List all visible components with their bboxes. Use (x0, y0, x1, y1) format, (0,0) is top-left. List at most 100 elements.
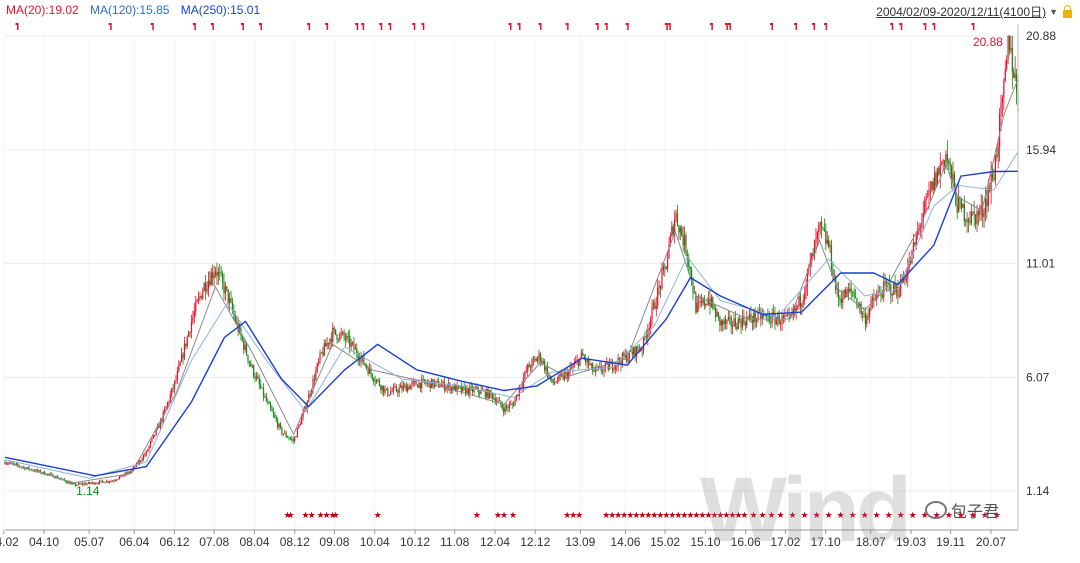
candle-body (685, 234, 687, 254)
candle-body (262, 387, 265, 397)
candle-body (973, 211, 975, 215)
candle-body (614, 365, 616, 370)
candle-body (635, 346, 638, 357)
candle-body (144, 454, 146, 456)
candle-body (131, 469, 133, 472)
candle-body (777, 314, 779, 320)
candle-body (429, 381, 431, 389)
candle-body (397, 390, 399, 393)
candle-body (36, 469, 39, 472)
candle-body (912, 242, 915, 251)
candle-body (784, 315, 786, 318)
candle-body (1007, 35, 1009, 60)
lock-icon[interactable] (1063, 4, 1072, 18)
candle-body (986, 199, 988, 207)
candle-body (479, 392, 481, 394)
candle-body (156, 425, 159, 430)
candle-body (14, 463, 16, 465)
candle-body (322, 352, 324, 356)
candle-body (158, 425, 160, 428)
candle-body (980, 205, 982, 212)
candle-body (775, 319, 777, 325)
candle-body (409, 385, 412, 390)
signal-star: ★ (698, 510, 706, 520)
candle-body (628, 350, 631, 359)
candle-body (569, 367, 571, 372)
legend-ma20: MA(20):19.02 (6, 3, 79, 17)
candle-body (272, 411, 275, 415)
candle-body (706, 304, 708, 305)
candle-body (602, 370, 604, 372)
candle-body (185, 343, 187, 347)
candle-body (220, 272, 222, 274)
candle-body (883, 281, 885, 298)
candle-body (416, 384, 419, 388)
candle-body (199, 295, 201, 298)
candle-body (508, 404, 510, 409)
candle-body (356, 348, 358, 355)
signal-marker (361, 23, 365, 30)
candle-body (374, 381, 376, 383)
candle-body (180, 353, 183, 362)
candle-body (675, 212, 677, 220)
candle-body (819, 221, 821, 226)
candle-body (525, 371, 527, 373)
candle-body (51, 473, 53, 475)
candle-body (634, 347, 636, 357)
candle-body (236, 321, 238, 323)
candle-body (66, 482, 68, 484)
signal-marker (724, 23, 728, 30)
candle-body (587, 359, 590, 365)
signal-star: ★ (957, 510, 965, 520)
candle-body (118, 476, 121, 479)
candle-body (107, 480, 109, 483)
candle-body (274, 414, 276, 418)
candle-body (717, 312, 720, 316)
candle-body (315, 370, 317, 381)
signal-star: ★ (692, 510, 700, 520)
candle-body (613, 369, 615, 371)
candle-body (301, 417, 303, 425)
signal-marker (923, 23, 927, 30)
signal-marker (812, 23, 816, 30)
signal-marker (971, 23, 975, 30)
date-range-text[interactable]: 2004/02/09-2020/12/11(4100日) (876, 5, 1047, 19)
candle-body (674, 219, 676, 235)
candle-body (607, 362, 609, 370)
candle-body (5, 463, 8, 465)
candle-body (349, 336, 351, 347)
candle-body (867, 316, 869, 317)
candle-body (630, 350, 632, 352)
candle-body (764, 314, 766, 316)
candle-body (702, 298, 704, 303)
signal-star: ★ (767, 510, 775, 520)
candle-body (788, 314, 790, 316)
candle-body (939, 164, 941, 175)
candle-body (849, 288, 851, 292)
x-tick-label: 12.12 (520, 535, 550, 549)
signal-star: ★ (509, 510, 517, 520)
dropdown-icon[interactable]: ▼ (1049, 6, 1058, 17)
signal-marker (595, 23, 599, 30)
candle-body (539, 353, 542, 362)
signal-star: ★ (674, 510, 682, 520)
candle-body (747, 317, 749, 319)
candle-body (151, 438, 153, 442)
candle-body (340, 333, 342, 335)
candle-body (52, 474, 54, 478)
candle-body (67, 481, 70, 484)
candle-body (140, 460, 142, 462)
signal-star: ★ (644, 510, 652, 520)
candle-body (407, 386, 409, 392)
candle-body (164, 409, 166, 412)
candle-body (405, 384, 407, 392)
candle-body (518, 388, 520, 396)
signal-star: ★ (614, 510, 622, 520)
candle-body (350, 342, 352, 347)
date-range-selector[interactable]: 2004/02/09-2020/12/11(4100日) ▼ (876, 3, 1072, 20)
signal-star: ★ (680, 510, 688, 520)
candle-body (494, 398, 496, 403)
candle-body (686, 253, 688, 258)
signal-marker (932, 23, 936, 30)
